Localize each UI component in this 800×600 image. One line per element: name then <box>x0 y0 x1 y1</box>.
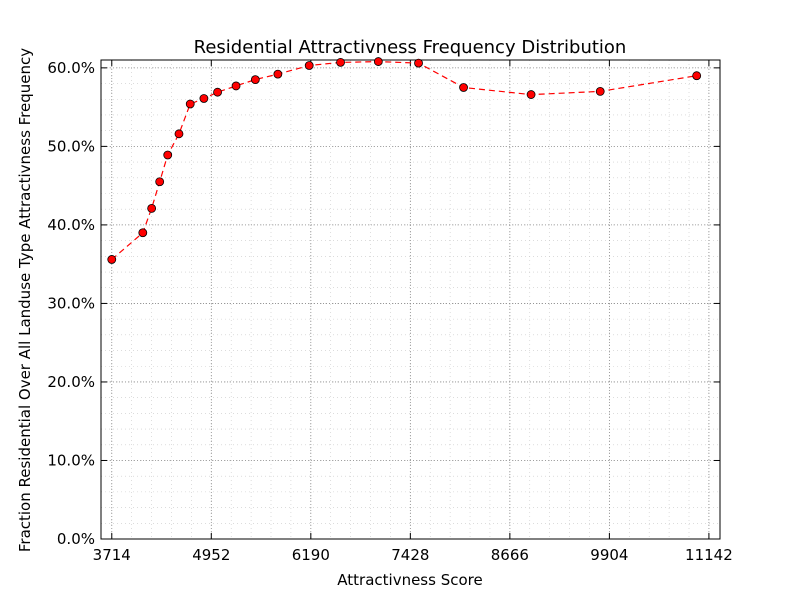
data-point <box>304 61 314 70</box>
data-point <box>459 83 468 92</box>
data-point <box>231 81 241 91</box>
y-tick-label: 20.0% <box>47 373 95 391</box>
axis-ticks: 3714 4952 6190 7428 8666 9904 11142 0.0% 10.0% 20… <box>47 59 732 564</box>
data-point <box>147 204 157 213</box>
data-point <box>373 57 383 66</box>
y-tick-label: 10.0% <box>47 451 95 469</box>
data-point <box>526 90 536 99</box>
data-point <box>414 58 423 68</box>
data-point <box>213 87 222 97</box>
x-tick-label: 7428 <box>391 546 429 564</box>
x-tick-label: 4952 <box>192 546 230 564</box>
x-tick-label: 11142 <box>685 546 733 564</box>
y-tick-label: 60.0% <box>47 59 95 77</box>
x-tick-label: 8666 <box>491 546 529 564</box>
x-tick-label: 3714 <box>93 546 131 564</box>
data-point <box>595 87 605 96</box>
chart-title: Residential Attractivness Frequency Dist… <box>194 37 627 58</box>
data-point <box>174 129 184 139</box>
x-axis-label: Attractivness Score <box>337 571 482 589</box>
y-tick-label: 50.0% <box>47 137 95 155</box>
data-point <box>199 94 209 103</box>
series-line <box>111 60 697 260</box>
y-tick-label: 40.0% <box>47 216 95 234</box>
data-point <box>692 71 702 81</box>
data-point <box>336 57 345 67</box>
y-tick-label: 30.0% <box>47 294 95 312</box>
data-point <box>107 255 117 264</box>
y-tick-label: 0.0% <box>57 530 95 548</box>
data-point <box>163 150 173 160</box>
data-point <box>250 75 260 85</box>
data-point <box>138 228 148 238</box>
data-point <box>185 99 195 109</box>
series <box>107 57 702 264</box>
plot-frame <box>100 59 721 540</box>
x-tick-label: 6190 <box>292 546 330 564</box>
grid <box>101 60 720 540</box>
data-point <box>155 177 165 187</box>
x-tick-label: 9904 <box>590 546 628 564</box>
data-point <box>273 69 283 79</box>
y-axis-label: Fraction Residential Over All Landuse Ty… <box>16 48 34 552</box>
